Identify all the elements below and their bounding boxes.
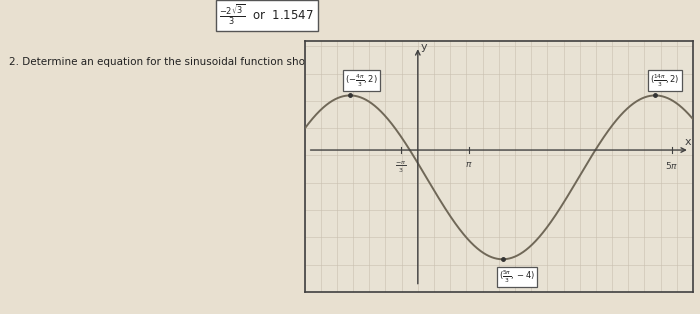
- Text: $\frac{-2\sqrt{3}}{3}$  or  1.1547: $\frac{-2\sqrt{3}}{3}$ or 1.1547: [219, 3, 314, 27]
- Text: $5\pi$: $5\pi$: [666, 160, 679, 171]
- Text: $(\frac{14\pi}{3}, 2)$: $(\frac{14\pi}{3}, 2)$: [650, 72, 680, 89]
- Text: 2. Determine an equation for the sinusoidal function shown: 2. Determine an equation for the sinusoi…: [9, 57, 321, 67]
- Text: x: x: [685, 137, 692, 147]
- Text: $\pi$: $\pi$: [465, 160, 472, 169]
- Text: $\frac{-\pi}{3}$: $\frac{-\pi}{3}$: [395, 160, 407, 175]
- Text: $(-\frac{4\pi}{3}, 2)$: $(-\frac{4\pi}{3}, 2)$: [345, 72, 378, 89]
- Text: y: y: [420, 42, 427, 52]
- Text: $(\frac{5\pi}{3}, -4)$: $(\frac{5\pi}{3}, -4)$: [499, 269, 536, 285]
